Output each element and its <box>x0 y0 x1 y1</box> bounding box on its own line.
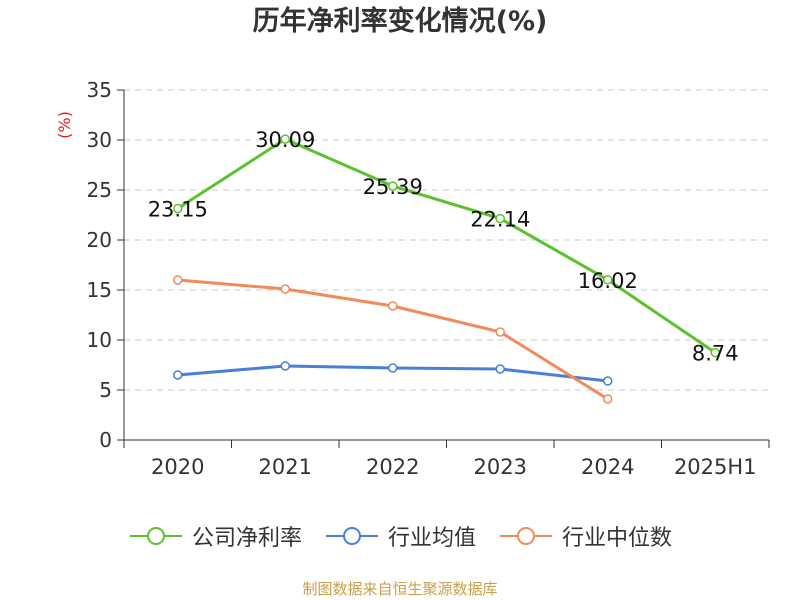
data-label: 25.39 <box>363 175 423 199</box>
x-tick-label: 2024 <box>581 455 634 479</box>
data-point <box>388 181 398 191</box>
data-point <box>388 363 398 373</box>
x-tick-label: 2022 <box>366 455 419 479</box>
legend-label-company-net-margin: 公司净利率 <box>191 526 302 551</box>
legend-marker-industry-median <box>500 527 552 545</box>
data-label: 8.74 <box>692 342 739 366</box>
data-source-note: 制图数据来自恒生聚源数据库 <box>302 580 498 598</box>
data-point <box>495 364 505 374</box>
data-point <box>173 370 183 380</box>
x-tick-label: 2021 <box>259 455 312 479</box>
data-point <box>388 301 398 311</box>
line-chart: 0 5 10 15 20 25 30 35 (%) 2020 2021 2022 2023 2024 202… <box>55 78 770 479</box>
data-point <box>173 275 183 285</box>
legend-marker-industry-average <box>325 527 378 545</box>
data-point <box>603 394 613 404</box>
data-label: 16.02 <box>578 269 638 293</box>
legend-label-industry-average: 行业均值 <box>387 526 476 551</box>
legend: 公司净利率 行业均值 行业中位数 <box>0 520 800 552</box>
legend-item-industry-median[interactable]: 行业中位数 <box>498 520 672 552</box>
data-point <box>173 203 183 214</box>
y-tick-label: 35 <box>87 78 112 102</box>
data-point <box>710 347 720 358</box>
y-tick-label: 20 <box>87 228 112 252</box>
data-label: 22.14 <box>470 208 530 232</box>
y-tick-label: 15 <box>87 278 112 302</box>
y-tick-label: 30 <box>87 128 112 152</box>
data-point <box>280 284 290 294</box>
data-point <box>280 361 290 371</box>
chart-title: 历年净利率变化情况(%) <box>252 6 548 37</box>
data-point <box>495 213 505 224</box>
y-tick-label: 5 <box>99 378 112 402</box>
x-tick-label: 2023 <box>474 455 527 479</box>
x-tick-label: 2020 <box>151 455 204 479</box>
x-tick-label: 2025H1 <box>674 455 757 479</box>
legend-marker-company-net-margin <box>129 527 182 545</box>
data-label: 30.09 <box>255 128 315 152</box>
data-point <box>603 275 613 285</box>
data-point <box>603 376 613 386</box>
y-tick-label: 10 <box>87 328 112 352</box>
legend-item-company-net-margin[interactable]: 公司净利率 <box>128 520 302 552</box>
y-tick-label: 25 <box>87 178 112 202</box>
data-point <box>495 327 505 337</box>
y-axis-unit-label: (%) <box>55 111 74 139</box>
data-label: 23.15 <box>148 198 208 222</box>
y-tick-label: 0 <box>99 428 112 452</box>
legend-label-industry-median: 行业中位数 <box>562 526 673 551</box>
data-point <box>280 134 290 144</box>
series-line <box>176 137 717 354</box>
legend-item-industry-average[interactable]: 行业均值 <box>324 520 476 552</box>
